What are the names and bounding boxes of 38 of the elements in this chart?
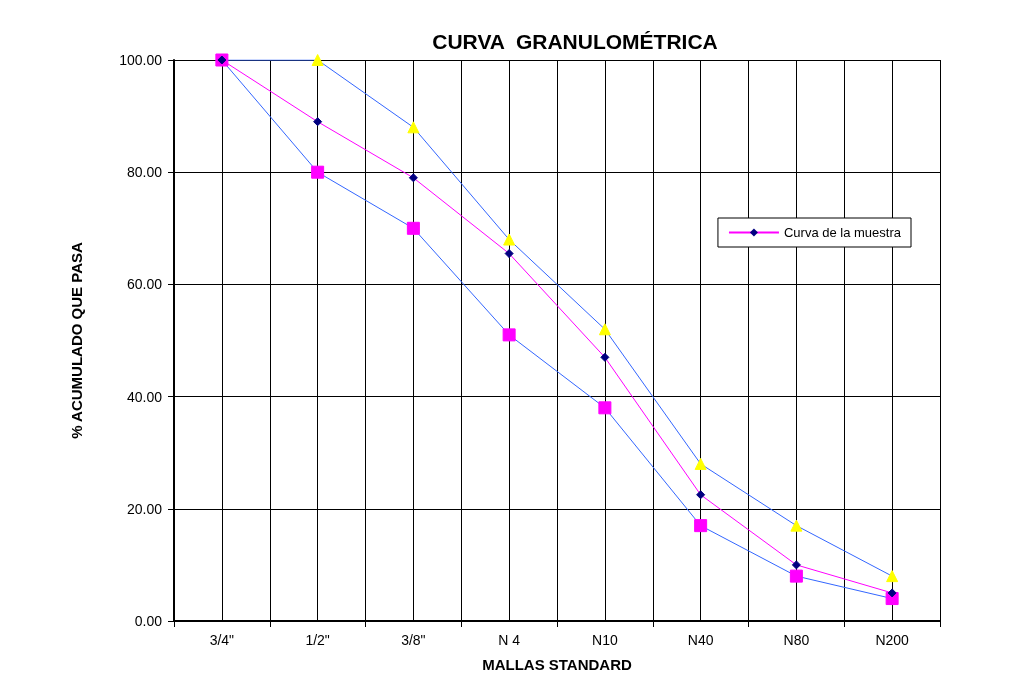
x-tick-label: N10 <box>592 632 618 648</box>
point <box>694 519 708 533</box>
point <box>694 457 707 470</box>
point <box>503 233 516 246</box>
point <box>311 165 325 179</box>
x-axis-title: MALLAS STANDARD <box>482 656 633 673</box>
point <box>502 328 516 342</box>
x-tick-label: N80 <box>783 632 810 648</box>
point <box>886 570 899 583</box>
point <box>790 519 803 532</box>
point <box>789 569 803 583</box>
chart-title: CURVA GRANULOMÉTRICA <box>432 30 718 53</box>
x-tick-label: 3/4" <box>209 632 235 648</box>
point <box>406 221 420 235</box>
y-tick-label: 60.00 <box>126 276 163 293</box>
point <box>887 588 897 598</box>
x-tick-label: 3/8" <box>401 632 426 648</box>
y-tick-label: 0.00 <box>134 613 163 629</box>
point <box>696 490 706 500</box>
x-tick-label: N200 <box>875 632 910 648</box>
y-tick-label: 40.00 <box>126 388 163 405</box>
point <box>311 54 324 66</box>
point <box>407 121 420 134</box>
point <box>408 173 418 183</box>
point <box>600 352 610 362</box>
legend-label: Curva de la muestra <box>783 225 902 240</box>
point <box>598 401 612 415</box>
y-tick-label: 20.00 <box>126 500 163 517</box>
y-axis-title: % ACUMULADO QUE PASA <box>68 242 85 439</box>
point <box>791 560 801 570</box>
point <box>313 117 323 127</box>
point <box>504 249 514 259</box>
point <box>598 323 611 336</box>
x-tick-label: N40 <box>687 632 714 648</box>
x-tick-label: 1/2" <box>305 632 330 648</box>
x-tick-label: N 4 <box>498 632 521 648</box>
y-tick-label: 100.00 <box>119 52 163 68</box>
y-tick-label: 80.00 <box>126 164 163 181</box>
